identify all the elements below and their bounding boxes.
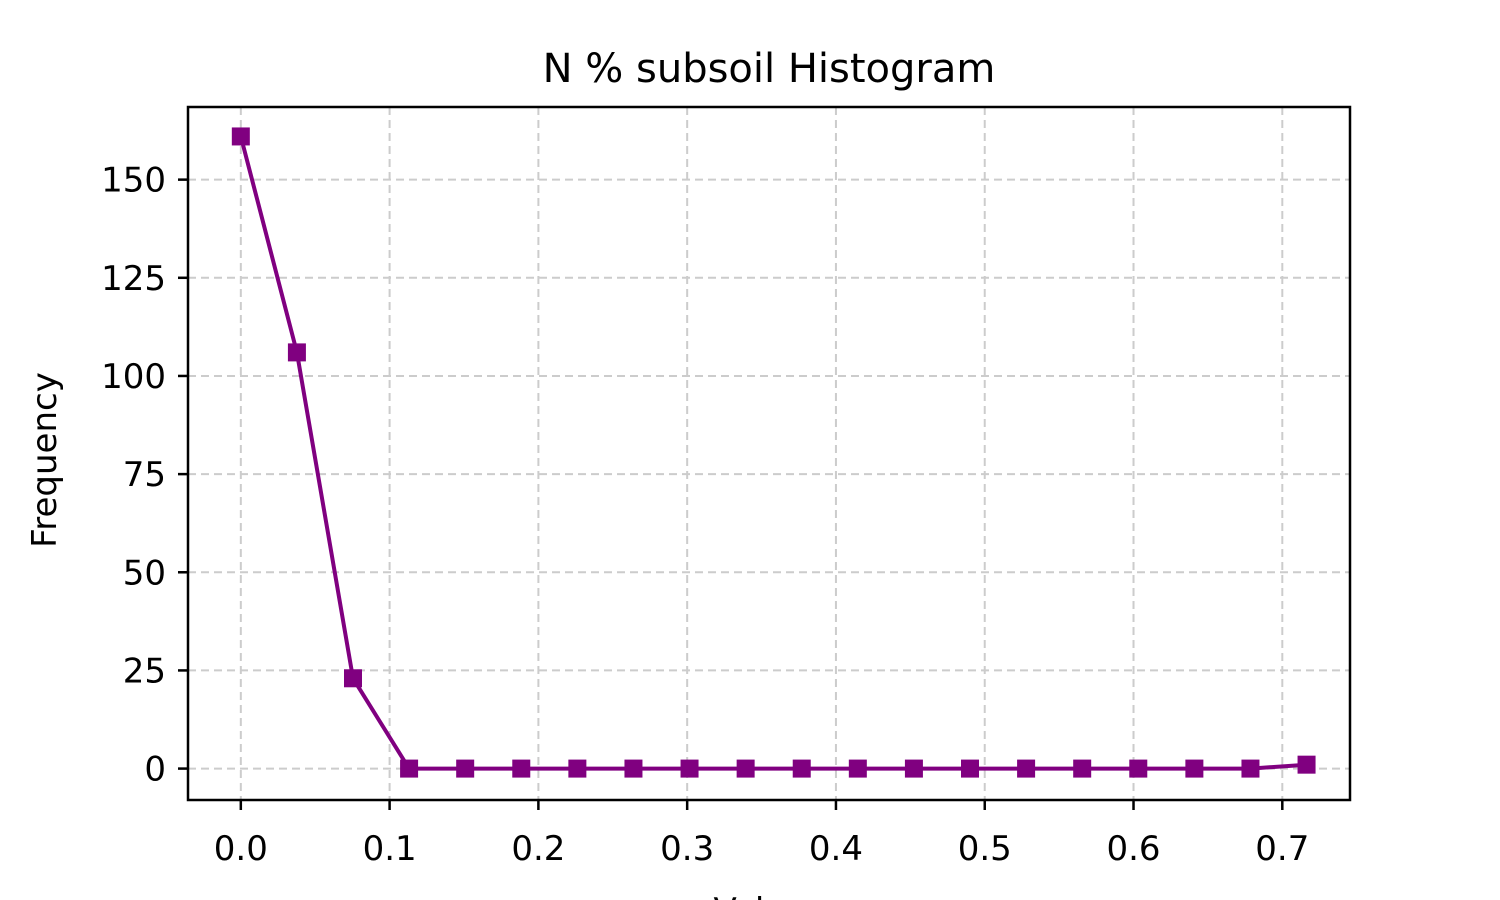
data-point <box>792 759 811 778</box>
data-point <box>1129 759 1148 778</box>
data-point <box>680 759 699 778</box>
data-point <box>512 759 531 778</box>
data-point <box>904 759 923 778</box>
x-tick-label: 0.0 <box>214 829 268 869</box>
series-line <box>238 135 1307 771</box>
x-axis-label: Values <box>713 891 824 900</box>
data-point <box>344 669 363 688</box>
data-point <box>456 759 475 778</box>
data-point <box>231 127 250 146</box>
data-point <box>961 759 980 778</box>
data-point <box>400 759 419 778</box>
y-tick-label: 150 <box>101 161 166 201</box>
ticks: 0.0 0.1 0.2 0.3 0.4 0.5 0.6 0.7 0 25 50 75 100 125 150 <box>101 161 1309 869</box>
x-tick-label: 0.5 <box>958 829 1012 869</box>
data-point <box>848 759 867 778</box>
y-tick-label: 100 <box>101 357 166 397</box>
y-axis-label: Frequency <box>25 372 65 548</box>
x-tick-label: 0.7 <box>1255 829 1309 869</box>
series-layer <box>231 127 1316 778</box>
data-point <box>736 759 755 778</box>
x-tick-label: 0.1 <box>363 829 417 869</box>
chart-title: N % subsoil Histogram <box>543 46 996 92</box>
y-tick-label: 25 <box>123 651 166 691</box>
data-point <box>624 759 643 778</box>
data-point <box>287 343 306 362</box>
data-point <box>1241 759 1260 778</box>
x-tick-label: 0.6 <box>1106 829 1160 869</box>
x-tick-label: 0.2 <box>511 829 565 869</box>
data-point <box>568 759 587 778</box>
data-point <box>1185 759 1204 778</box>
y-tick-label: 0 <box>144 750 166 790</box>
data-point <box>1073 759 1092 778</box>
plot-background <box>188 107 1350 800</box>
y-tick-label: 50 <box>123 553 166 593</box>
y-tick-label: 75 <box>123 455 166 495</box>
plot-frame <box>186 105 1352 802</box>
y-tick-label: 125 <box>101 259 166 299</box>
data-point <box>1017 759 1036 778</box>
data-point <box>1297 755 1316 774</box>
x-tick-label: 0.3 <box>660 829 714 869</box>
x-tick-label: 0.4 <box>809 829 863 869</box>
